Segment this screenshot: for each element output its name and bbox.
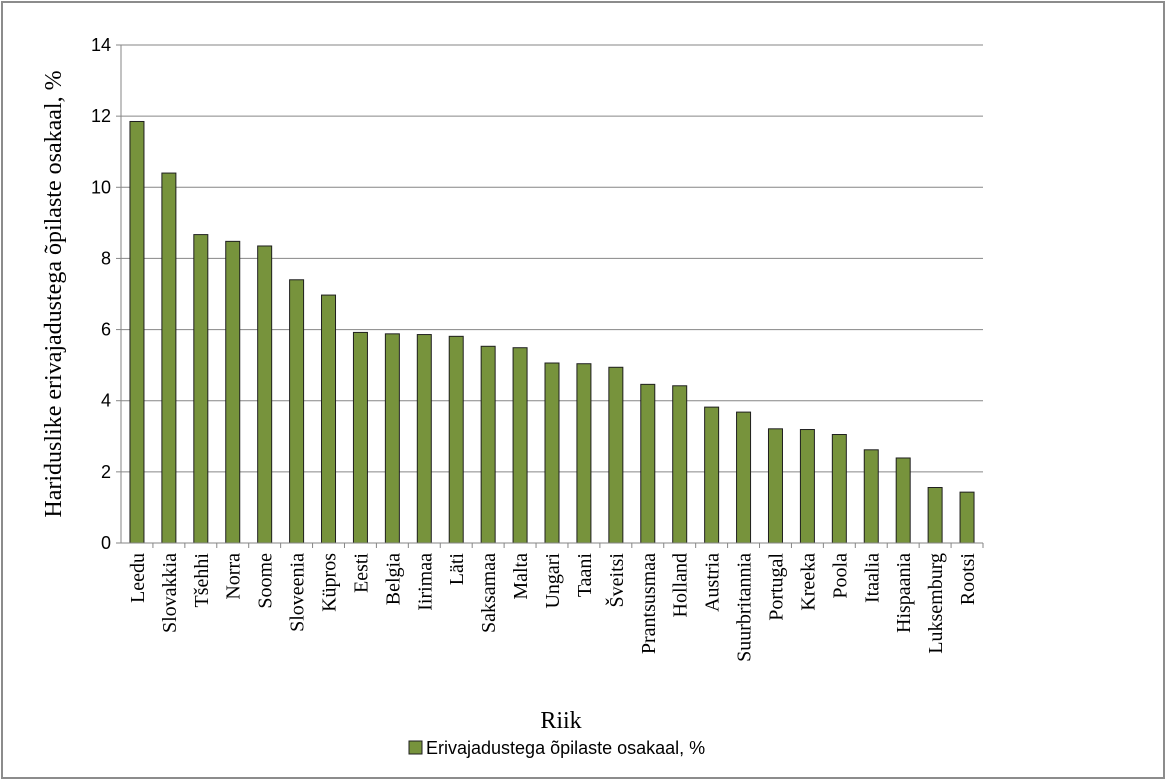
- bar: [225, 240, 241, 544]
- y-tick-labels: 0 2 4 6 8 10 12 14: [91, 35, 111, 553]
- bar: [736, 411, 752, 544]
- axes: [116, 44, 984, 548]
- bar: [608, 366, 624, 544]
- y-tick-label: 4: [101, 391, 111, 411]
- x-tick-label: Norra: [223, 553, 245, 600]
- x-tick-label: Portugal: [765, 553, 787, 621]
- legend-swatch: [408, 740, 423, 755]
- x-tick-label: Suurbritannia: [734, 553, 756, 662]
- x-tick-label: Kreeka: [797, 553, 819, 611]
- bar: [959, 491, 975, 544]
- bar: [512, 347, 528, 544]
- bar: [831, 434, 847, 544]
- x-tick-labels: Leedu Slovakkia Tšehhi Norra Soome Sloveenia K…: [127, 553, 979, 662]
- bar: [927, 487, 943, 544]
- x-axis-title: Riik: [540, 708, 581, 734]
- bar: [161, 172, 177, 544]
- x-tick-label: Poola: [829, 553, 851, 599]
- x-tick-label: Slovakkia: [159, 553, 181, 633]
- y-tick-label: 8: [101, 248, 111, 268]
- x-tick-label: Itaalia: [861, 553, 883, 603]
- y-tick-label: 6: [101, 320, 111, 340]
- x-tick-label: Leedu: [127, 553, 149, 603]
- x-tick-label: Luksemburg: [925, 553, 947, 654]
- bar: [544, 362, 560, 544]
- bar: [384, 333, 400, 544]
- legend-label: Erivajadustega õpilaste osakaal, %: [426, 738, 705, 758]
- x-tick-label: Sloveenia: [287, 553, 309, 632]
- bar: [799, 429, 815, 544]
- legend: Erivajadustega õpilaste osakaal, %: [408, 738, 705, 758]
- x-tick-label: Taani: [574, 553, 596, 598]
- x-tick-label: Austria: [702, 553, 724, 612]
- y-tick-label: 10: [91, 177, 111, 197]
- bar: [576, 363, 592, 544]
- bar: [129, 120, 145, 544]
- x-tick-label: Tšehhi: [191, 553, 213, 608]
- bar: [416, 334, 432, 544]
- bar: [257, 245, 273, 544]
- bar: [704, 406, 720, 544]
- x-tick-label: Rootsi: [957, 553, 979, 606]
- x-tick-label: Ungari: [542, 553, 564, 609]
- y-tick-label: 14: [91, 35, 111, 55]
- bar: [640, 383, 656, 544]
- y-axis-title: Hariduslike erivajadustega õpilaste osak…: [41, 70, 67, 517]
- x-tick-label: Malta: [510, 553, 532, 600]
- x-tick-label: Soome: [255, 553, 277, 609]
- x-tick-label: Läti: [446, 553, 468, 586]
- y-tick-label: 0: [101, 533, 111, 553]
- y-tick-label: 2: [101, 462, 111, 482]
- bars: [129, 120, 975, 544]
- bar: [352, 331, 368, 544]
- x-tick-label: Hispaania: [893, 553, 915, 633]
- x-tick-label: Küpros: [319, 553, 341, 612]
- x-tick-label: Prantsusmaa: [638, 553, 660, 654]
- x-tick-label: Šveitsi: [604, 553, 628, 608]
- bar: [321, 294, 337, 544]
- bar: [480, 345, 496, 544]
- bar: [863, 449, 879, 544]
- x-tick-label: Holland: [670, 553, 692, 617]
- x-tick-label: Belgia: [382, 553, 404, 605]
- bar: [767, 428, 783, 544]
- x-tick-label: Saksamaa: [478, 553, 500, 633]
- y-tick-label: 12: [91, 106, 111, 126]
- bar: [672, 385, 688, 544]
- bar: [895, 457, 911, 544]
- x-tick-label: Iirimaa: [414, 553, 436, 611]
- bar: [193, 234, 209, 544]
- bar: [289, 279, 305, 544]
- bar: [448, 335, 464, 544]
- x-tick-label: Eesti: [350, 553, 372, 593]
